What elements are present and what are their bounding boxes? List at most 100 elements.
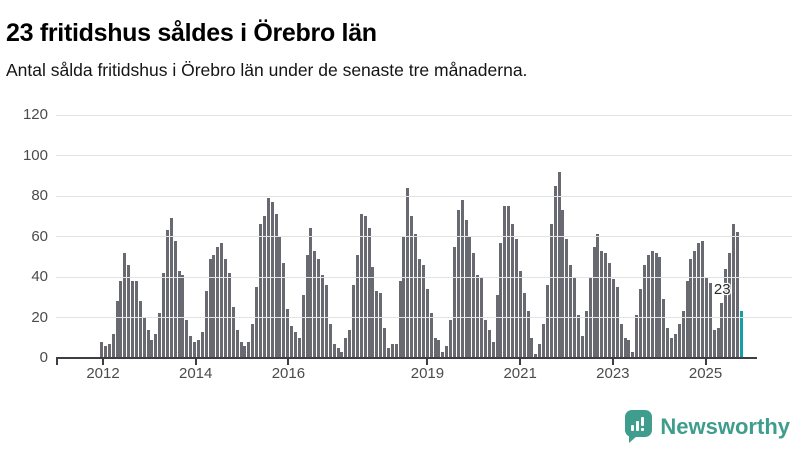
bar xyxy=(355,254,359,358)
bar xyxy=(115,301,119,358)
bar xyxy=(491,341,495,358)
bar xyxy=(666,327,670,358)
bar xyxy=(383,327,387,358)
bar xyxy=(503,206,507,358)
bar xyxy=(274,214,278,358)
bar xyxy=(623,337,627,358)
bar xyxy=(224,258,228,358)
gridline xyxy=(56,317,792,318)
bar xyxy=(631,351,635,358)
bar xyxy=(639,289,643,358)
bar xyxy=(410,216,414,358)
bar xyxy=(134,281,138,358)
bar xyxy=(499,242,503,358)
bar xyxy=(297,337,301,358)
newsworthy-logo[interactable]: Newsworthy xyxy=(624,410,790,444)
bar xyxy=(204,291,208,358)
x-tick-mark xyxy=(611,359,614,365)
bar xyxy=(460,200,464,358)
x-tick-mark xyxy=(519,359,522,365)
bar xyxy=(247,341,251,358)
bar xyxy=(615,287,619,358)
bar xyxy=(290,325,294,358)
bar xyxy=(635,315,639,358)
bar xyxy=(332,343,336,358)
bar xyxy=(604,252,608,358)
x-tick-label: 2019 xyxy=(410,365,445,382)
bar xyxy=(371,266,375,358)
bar xyxy=(437,339,441,358)
bar xyxy=(445,345,449,358)
bar xyxy=(596,234,600,358)
bar xyxy=(538,343,542,358)
bar xyxy=(359,214,363,358)
bar xyxy=(309,228,313,358)
y-tick-label: 60 xyxy=(31,227,48,245)
bar xyxy=(313,250,317,358)
bar xyxy=(227,272,231,358)
bar xyxy=(146,329,150,358)
bar xyxy=(123,252,127,358)
bar xyxy=(511,224,515,358)
axis-start-tick xyxy=(56,359,58,365)
bar xyxy=(138,301,142,358)
x-tick-label: 2016 xyxy=(271,365,306,382)
bar xyxy=(406,187,410,358)
bar xyxy=(526,311,530,358)
bar xyxy=(580,335,584,358)
bar xyxy=(584,311,588,358)
plot-area: 23 xyxy=(56,115,790,358)
x-axis-line xyxy=(56,357,757,359)
bar xyxy=(592,246,596,358)
bar xyxy=(732,224,736,358)
last-value-annotation: 23 xyxy=(713,281,731,299)
bar xyxy=(212,254,216,358)
bar xyxy=(181,274,185,358)
bar xyxy=(608,262,612,358)
bar xyxy=(662,299,666,358)
bar xyxy=(650,250,654,358)
bar xyxy=(375,291,379,358)
bar xyxy=(456,210,460,358)
bar xyxy=(724,268,728,358)
bar xyxy=(611,279,615,358)
bar xyxy=(150,339,154,358)
x-tick-mark xyxy=(194,359,197,365)
bar xyxy=(177,270,181,358)
gridline xyxy=(56,276,792,278)
bar xyxy=(449,319,453,358)
bar xyxy=(673,333,677,358)
x-tick-mark xyxy=(426,359,429,365)
bar xyxy=(340,351,344,358)
bar xyxy=(165,230,169,358)
bar xyxy=(561,210,565,358)
bar xyxy=(131,281,135,358)
y-tick-label: 80 xyxy=(31,187,48,204)
bar xyxy=(421,264,425,358)
bar xyxy=(654,252,658,358)
bar xyxy=(542,323,546,358)
bar xyxy=(476,274,480,358)
x-tick-label: 2023 xyxy=(596,365,630,382)
bar xyxy=(487,329,491,358)
bar xyxy=(685,281,689,358)
bar xyxy=(697,242,701,358)
bar xyxy=(565,238,569,358)
bar xyxy=(251,323,255,358)
x-tick-label: 2021 xyxy=(503,365,537,382)
bar xyxy=(386,347,390,358)
bar xyxy=(119,281,123,358)
bar xyxy=(720,303,724,358)
x-tick-label: 2025 xyxy=(688,365,723,382)
bar xyxy=(534,353,538,358)
bar xyxy=(553,185,557,358)
bar xyxy=(514,238,518,358)
bar xyxy=(646,254,650,358)
bar xyxy=(701,240,705,358)
gridline xyxy=(56,114,792,116)
bar xyxy=(282,262,286,358)
bar xyxy=(305,254,309,358)
bar xyxy=(557,171,561,358)
bar xyxy=(367,228,371,358)
bar xyxy=(103,345,107,358)
